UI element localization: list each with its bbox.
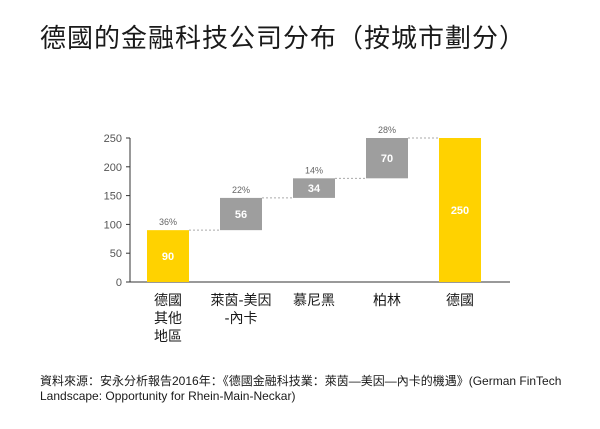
percent-label: 22% — [232, 185, 250, 195]
chart-title: 德國的金融科技公司分布（按城市劃分） — [40, 24, 527, 54]
x-tick-label: 柏林 — [373, 293, 401, 309]
x-tick-label: 地區 — [154, 329, 182, 345]
percent-label: 36% — [159, 217, 177, 227]
x-tick-label: 德國 — [446, 293, 474, 309]
y-tick-label: 150 — [104, 191, 122, 203]
bar — [439, 138, 481, 282]
y-tick-label: 250 — [104, 133, 122, 145]
bar — [147, 230, 189, 282]
x-tick-label: 德國 — [154, 293, 182, 309]
y-tick-label: 50 — [110, 248, 122, 260]
y-tick-label: 0 — [116, 277, 122, 289]
bar — [220, 197, 262, 231]
percent-label: 28% — [378, 125, 396, 135]
source-note: 資料來源：安永分析報告2016年：《德國金融科技業：萊茵—美因—內卡的機遇》(G… — [40, 374, 562, 403]
x-tick-label: -內卡 — [224, 311, 257, 327]
data-label: 90 — [162, 251, 174, 263]
percent-label: 14% — [305, 165, 323, 175]
bar — [293, 178, 335, 198]
data-label: 250 — [451, 205, 469, 217]
x-tick-label: 萊茵-美因 — [210, 293, 271, 309]
data-label: 34 — [308, 183, 321, 195]
bar — [366, 138, 408, 179]
x-tick-label: 慕尼黑 — [293, 293, 335, 309]
y-tick-label: 200 — [104, 162, 122, 174]
y-tick-label: 100 — [104, 219, 122, 231]
data-label: 70 — [381, 153, 393, 165]
x-tick-label: 其他 — [154, 311, 182, 327]
data-label: 56 — [235, 209, 247, 221]
